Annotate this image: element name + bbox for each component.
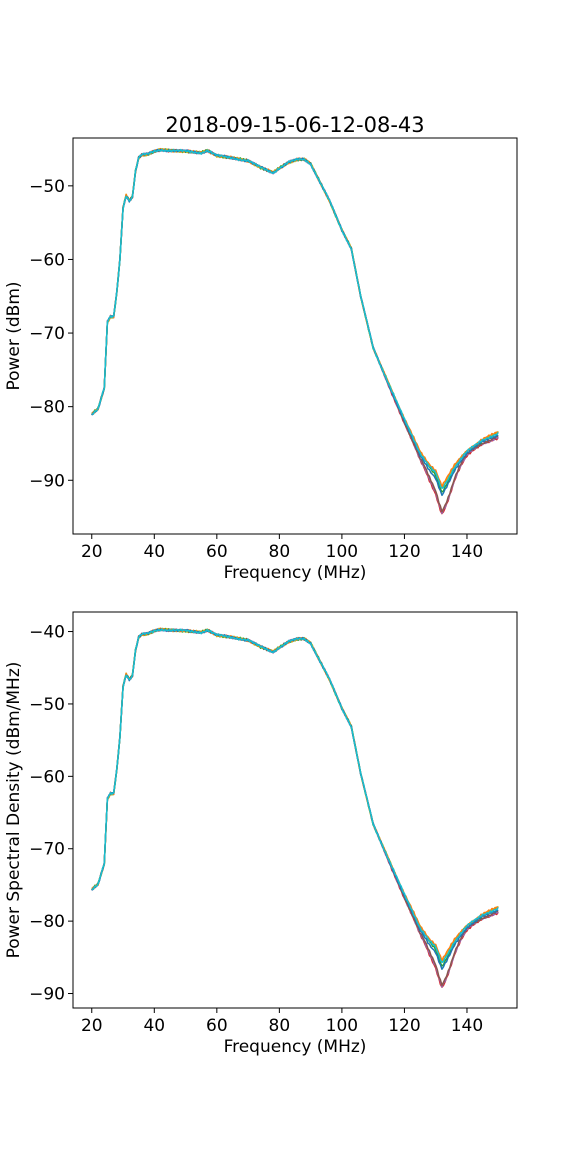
series-line-6	[91, 628, 499, 970]
plot-frame	[72, 137, 518, 535]
plot-frame	[72, 611, 518, 1009]
series-line-3	[91, 627, 499, 967]
series-line-1	[91, 148, 499, 514]
power-chart: 2018-09-15-06-12-08-43 Frequency (MHz) P…	[4, 113, 518, 583]
x-tick-label: 60	[206, 542, 228, 562]
series-line-3	[91, 148, 499, 493]
y-tick-label: −80	[29, 912, 65, 932]
y-tick-label: −90	[29, 471, 65, 491]
x-tick-label: 120	[388, 1016, 420, 1036]
y-tick-label: −70	[29, 324, 65, 344]
y-tick-label: −80	[29, 398, 65, 418]
x-tick-label: 140	[451, 1016, 483, 1036]
y-tick-label: −70	[29, 840, 65, 860]
y-tick-label: −50	[29, 177, 65, 197]
series-line-2	[91, 148, 499, 513]
x-tick-label: 80	[269, 542, 291, 562]
series-line-0	[91, 628, 499, 988]
x-tick-label: 80	[269, 1016, 291, 1036]
x-tick-label: 120	[388, 542, 420, 562]
series-line-7	[91, 148, 499, 490]
y-tick-label: −90	[29, 985, 65, 1005]
x-tick-label: 40	[143, 1016, 165, 1036]
y-tick-label: −50	[29, 695, 65, 715]
x-tick-label: 100	[326, 542, 358, 562]
x-tick-label: 140	[451, 542, 483, 562]
y-tick-label: −60	[29, 250, 65, 270]
series-line-0	[91, 148, 499, 515]
series-line-5	[91, 627, 499, 962]
series-line-4	[91, 627, 499, 963]
series-line-6	[91, 148, 499, 497]
series-line-4	[91, 148, 499, 489]
y-tick-label: −60	[29, 767, 65, 787]
y-axis-label: Power (dBm)	[4, 281, 24, 390]
x-tick-label: 20	[81, 1016, 103, 1036]
series-line-7	[91, 628, 499, 964]
series-line-2	[91, 628, 499, 987]
chart-title: 2018-09-15-06-12-08-43	[165, 113, 424, 137]
series-line-5	[91, 147, 499, 488]
y-tick-label: −40	[29, 623, 65, 643]
x-tick-label: 20	[81, 542, 103, 562]
x-axis-label: Frequency (MHz)	[224, 1037, 367, 1057]
x-tick-label: 100	[326, 1016, 358, 1036]
psd-chart: Frequency (MHz) Power Spectral Density (…	[4, 611, 518, 1057]
x-axis-label: Frequency (MHz)	[224, 563, 367, 583]
x-tick-label: 60	[206, 1016, 228, 1036]
y-axis-label: Power Spectral Density (dBm/MHz)	[4, 662, 24, 959]
x-tick-label: 40	[143, 542, 165, 562]
series-line-1	[91, 628, 499, 988]
